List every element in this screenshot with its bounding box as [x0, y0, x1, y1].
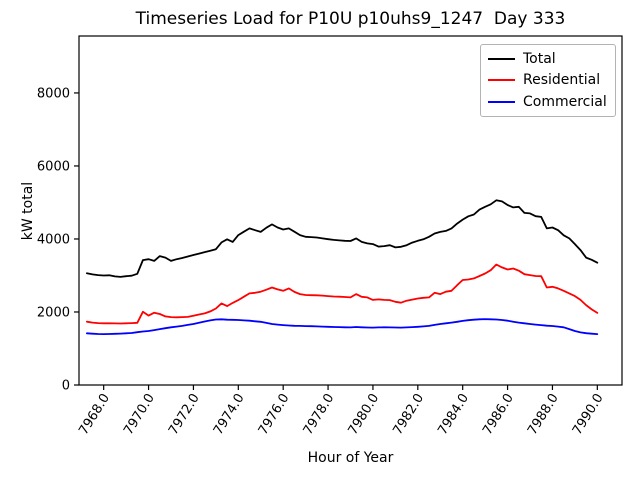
total-line-swatch-icon: [488, 57, 515, 60]
series-line-total: [86, 199, 599, 278]
legend-entry-commercial: Commercial: [488, 95, 608, 109]
chart-title: Timeseries Load for P10U p10uhs9_1247 Da…: [135, 9, 566, 29]
y-tick-label: 2000: [37, 305, 70, 320]
x-tick-label: 7980.0: [345, 391, 382, 438]
legend-entry-total: Total: [488, 52, 608, 66]
axes-spines: [78, 35, 623, 386]
series-line-commercial: [86, 318, 599, 336]
legend: Total Residential Commercial: [480, 44, 616, 117]
x-tick-label: 7978.0: [301, 391, 338, 438]
legend-label: Residential: [523, 72, 601, 89]
x-tick-label: 7968.0: [76, 391, 113, 438]
residential-line-swatch-icon: [488, 79, 515, 82]
commercial-line-swatch-icon: [488, 101, 515, 104]
legend-label: Commercial: [523, 94, 607, 111]
y-tick-label: 8000: [37, 86, 70, 101]
x-tick-label: 7990.0: [570, 391, 607, 438]
x-tick-label: 7984.0: [435, 391, 472, 438]
x-tick-label: 7974.0: [211, 391, 248, 438]
x-tick-label: 7982.0: [390, 391, 427, 438]
x-tick-label: 7970.0: [121, 391, 158, 438]
x-tick-label: 7988.0: [525, 391, 562, 438]
legend-label: Total: [523, 50, 556, 67]
y-tick-label: 6000: [37, 159, 70, 174]
x-tick-label: 7976.0: [256, 391, 293, 438]
y-tick-label: 4000: [37, 232, 70, 247]
series-line-residential: [86, 263, 599, 325]
y-tick-label: 0: [62, 379, 70, 394]
legend-entry-residential: Residential: [488, 73, 608, 87]
x-tick-label: 7972.0: [166, 391, 203, 438]
x-tick-label: 7986.0: [480, 391, 517, 438]
x-axis-label: Hour of Year: [307, 450, 394, 466]
